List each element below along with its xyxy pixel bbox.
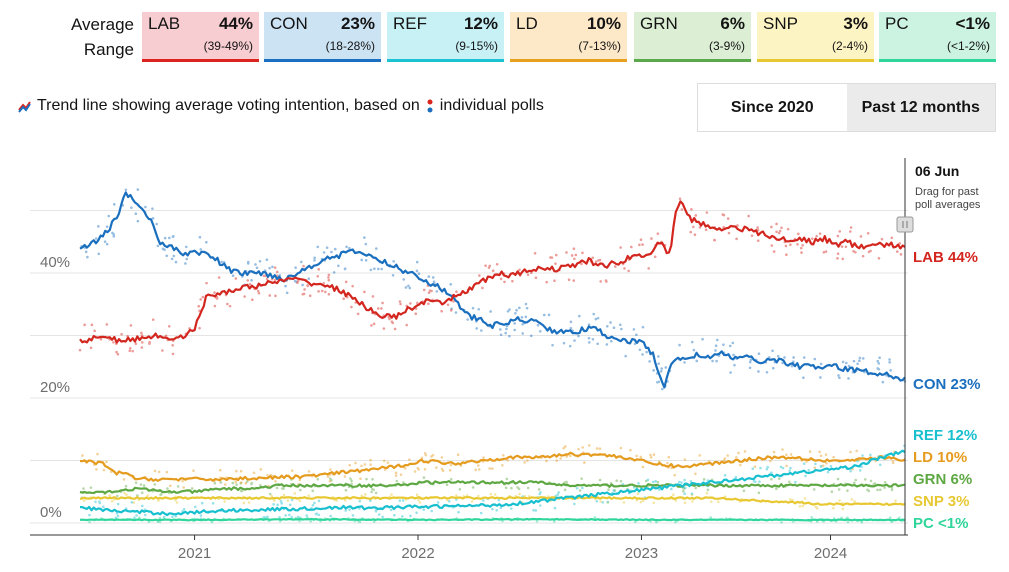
x-tick-label: 2024 [814, 545, 847, 562]
y-tick-label: 40% [40, 254, 70, 271]
party-abbr: SNP [763, 14, 798, 33]
header-labels: Average Range [40, 12, 134, 62]
average-label: Average [70, 15, 134, 34]
trend-line-pc [79, 517, 906, 522]
party-average: 12% [463, 14, 498, 33]
x-tick-label: 2022 [401, 545, 434, 562]
end-label-ref: REF 12% [913, 427, 977, 444]
party-color-bar [634, 59, 751, 62]
trend-line-snp [79, 496, 906, 507]
party-average: 10% [586, 14, 621, 33]
x-tick-label: 2023 [625, 545, 658, 562]
past-12-months-button[interactable]: Past 12 months [846, 84, 995, 131]
party-range: (<1-2%) [946, 39, 990, 53]
y-tick-label: 0% [40, 504, 62, 521]
range-label: Range [83, 40, 134, 59]
party-average: 6% [720, 14, 745, 33]
end-label-snp: SNP 3% [913, 493, 969, 510]
party-abbr: LD [516, 14, 538, 33]
party-box-grn: GRN 6% (3-9%) [634, 12, 751, 62]
trend-note-text-2: individual polls [439, 97, 544, 114]
date-marker-label: 06 Jun [915, 163, 959, 179]
since-2020-button[interactable]: Since 2020 [698, 84, 847, 131]
party-range: (7-13%) [578, 39, 621, 53]
party-box-con: CON 23% (18-28%) [264, 12, 381, 62]
x-tick-label: 2021 [178, 545, 211, 562]
trend-line-grn [79, 480, 906, 495]
time-range-toggle: Since 2020 Past 12 months [697, 83, 996, 132]
party-average: 23% [340, 14, 375, 33]
end-label-ld: LD 10% [913, 449, 967, 466]
party-color-bar [387, 59, 504, 62]
party-range: (2-4%) [831, 39, 868, 53]
poll-dots-icon [427, 99, 433, 113]
party-range: (39-49%) [203, 39, 253, 53]
end-label-pc: PC <1% [913, 515, 968, 532]
trend-note-text: Trend line showing average voting intent… [37, 97, 420, 114]
trend-line-lab [79, 200, 906, 344]
trend-line-ld [79, 451, 906, 482]
party-average: 44% [218, 14, 253, 33]
date-marker-hint-1: Drag for past [915, 186, 979, 198]
drag-handle[interactable] [896, 216, 914, 233]
trend-legend-note: Trend line showing average voting intent… [18, 97, 544, 115]
party-color-bar [757, 59, 874, 62]
party-average: 3% [843, 14, 868, 33]
party-color-bar [510, 59, 627, 62]
party-range: (9-15%) [455, 39, 498, 53]
party-range: (18-28%) [325, 39, 375, 53]
voting-intention-chart: 0% 20% 40% 2021 2022 2023 2024 LAB 44% CON 23% RE… [30, 158, 981, 562]
party-box-ref: REF 12% (9-15%) [387, 12, 504, 62]
party-box-ld: LD 10% (7-13%) [510, 12, 627, 62]
party-abbr: LAB [148, 14, 181, 33]
trend-line-con [79, 191, 906, 389]
party-abbr: REF [393, 14, 427, 33]
party-box-snp: SNP 3% (2-4%) [757, 12, 874, 62]
y-tick-label: 20% [40, 379, 70, 396]
trend-line-icon [18, 101, 31, 113]
party-box-pc: PC <1% (<1-2%) [879, 12, 996, 62]
party-range: (3-9%) [708, 39, 745, 53]
party-abbr: CON [270, 14, 308, 33]
end-label-lab: LAB 44% [913, 249, 978, 266]
date-marker-hint-2: poll averages [915, 199, 981, 211]
poll-dots-ld [81, 444, 896, 489]
end-label-grn: GRN 6% [913, 471, 972, 488]
party-abbr: GRN [640, 14, 678, 33]
party-abbr: PC [885, 14, 909, 33]
trend-line-ref [80, 449, 906, 517]
party-average: <1% [955, 14, 991, 33]
party-color-bar [264, 59, 381, 62]
party-color-bar [879, 59, 996, 62]
end-label-con: CON 23% [913, 376, 981, 393]
party-box-lab: LAB 44% (39-49%) [142, 12, 259, 62]
party-color-bar [142, 59, 259, 62]
